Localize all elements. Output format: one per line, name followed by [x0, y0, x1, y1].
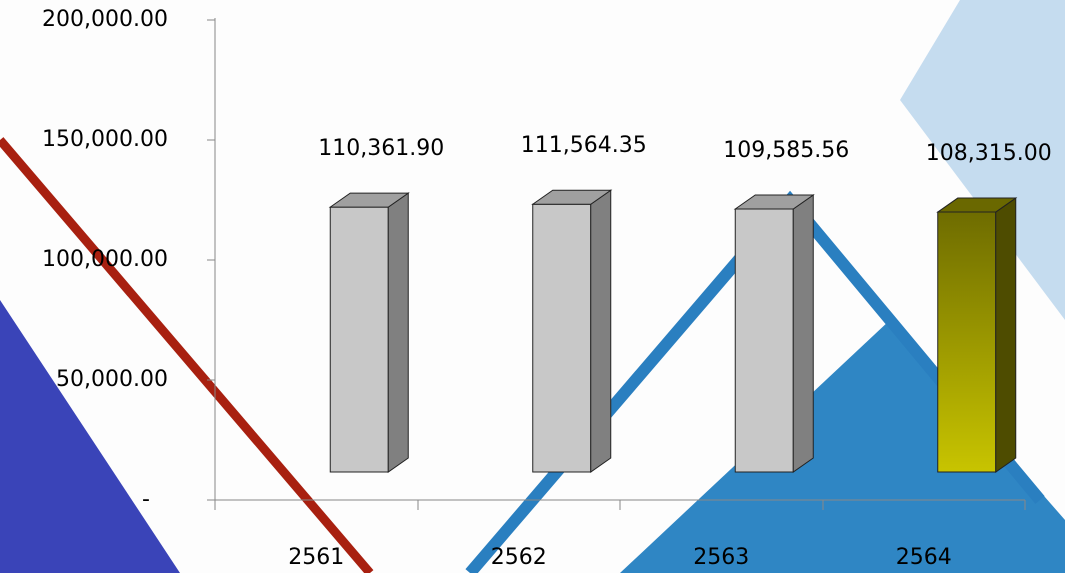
bar-face [937, 211, 997, 473]
y-tick-label: 50,000.00 [56, 367, 168, 392]
x-tick-label: 2563 [693, 545, 749, 570]
bar-face [328, 192, 410, 208]
bar-face [531, 189, 613, 205]
x-tick-label: 2564 [896, 545, 952, 570]
value-label: 110,361.90 [318, 136, 444, 161]
y-tick-label: 100,000.00 [42, 247, 168, 272]
bar-face [590, 189, 612, 473]
bar [328, 192, 410, 473]
bar-face [532, 203, 592, 473]
bar-face [792, 194, 814, 473]
y-tick-label: 150,000.00 [42, 127, 168, 152]
y-tick-label: - [142, 487, 150, 512]
y-tick-label: 200,000.00 [42, 7, 168, 32]
x-ticks [214, 500, 1026, 510]
bar-face [936, 197, 1018, 213]
value-label: 108,315.00 [926, 141, 1052, 166]
bar-face [995, 197, 1017, 473]
bar-face [387, 192, 409, 473]
x-tick-label: 2561 [288, 545, 344, 570]
bar [733, 194, 815, 473]
bar-face [733, 194, 815, 210]
value-label: 111,564.35 [521, 133, 647, 158]
bar [936, 197, 1018, 473]
bar-face [329, 206, 389, 473]
bar [531, 189, 613, 473]
bar-face [734, 208, 794, 473]
value-label: 109,585.56 [723, 138, 849, 163]
x-tick-label: 2562 [491, 545, 547, 570]
